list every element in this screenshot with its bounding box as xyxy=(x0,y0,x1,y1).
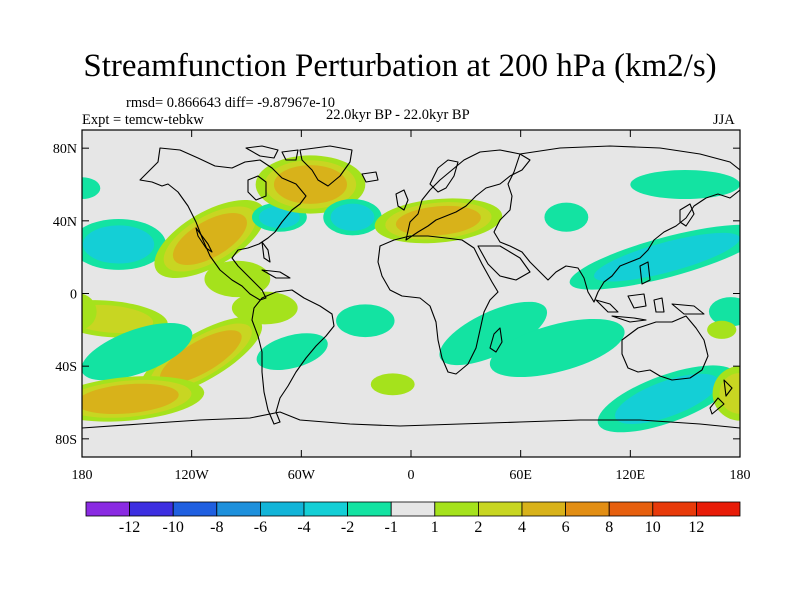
colorbar-label: 8 xyxy=(605,519,613,536)
anomaly-region xyxy=(544,202,589,232)
anomaly-region xyxy=(569,224,740,290)
lon-tick-label: 60W xyxy=(288,468,316,483)
contour-level--1 xyxy=(82,323,193,381)
lat-tick-label: 40N xyxy=(53,215,77,230)
anomaly-region xyxy=(204,260,271,298)
colorbar-swatch xyxy=(565,501,610,517)
anomaly-region xyxy=(82,293,97,330)
anomaly-region xyxy=(439,301,548,366)
colorbar-label: 2 xyxy=(474,519,482,536)
contour-level--2 xyxy=(615,373,719,424)
contour-level--2 xyxy=(593,232,740,282)
lat-tick-label: 0 xyxy=(70,288,77,303)
colorbar-swatch xyxy=(259,501,305,517)
contour-level-1 xyxy=(82,293,97,330)
colorbar-swatch xyxy=(172,501,218,517)
contour-level--1 xyxy=(544,202,589,232)
contour-level--1 xyxy=(256,333,328,371)
colorbar-label: -8 xyxy=(210,519,223,536)
anomaly-region xyxy=(139,316,263,398)
contour-level--1 xyxy=(630,169,740,200)
lat-tick-label: 40S xyxy=(55,360,77,375)
anomaly-region xyxy=(597,365,737,433)
contour-level-1 xyxy=(231,291,298,325)
contour-level-4 xyxy=(159,330,242,384)
anomaly-region xyxy=(336,304,395,338)
lat-tick-label: 80S xyxy=(55,433,77,448)
period-label: 22.0kyr BP - 22.0kyr BP xyxy=(326,107,470,123)
anomaly-region xyxy=(707,320,737,339)
colorbar-label: -6 xyxy=(254,519,267,536)
anomaly-region xyxy=(82,323,193,381)
lon-tick-label: 120E xyxy=(616,468,646,483)
colorbar-swatch xyxy=(696,501,741,517)
anomaly-region xyxy=(489,318,625,378)
colorbar-label: 10 xyxy=(645,519,661,536)
contour-level-1 xyxy=(707,320,737,339)
contour-level--1 xyxy=(82,177,101,200)
lon-tick-label: 60E xyxy=(509,468,532,483)
contour-level--2 xyxy=(330,203,375,231)
colorbar: -12 -10 -8 -6 -4 -2 -1 1 2 4 6 8 10 12 xyxy=(85,501,741,536)
colorbar-swatch xyxy=(85,501,130,517)
season-label: JJA xyxy=(713,112,735,128)
contour-level-4 xyxy=(273,165,348,204)
contour-level--1 xyxy=(336,304,395,338)
contour-level-4 xyxy=(172,212,247,266)
colorbar-swatch xyxy=(390,501,436,517)
anomaly-region xyxy=(231,291,298,325)
lon-tick-label: 120W xyxy=(175,468,210,483)
anomaly-region xyxy=(82,376,205,422)
colorbar-label: -1 xyxy=(385,519,398,536)
contour-level--1 xyxy=(489,318,625,378)
coastlines xyxy=(82,145,740,429)
colorbar-label: 6 xyxy=(562,519,570,536)
stats-line: rmsd= 0.866643 diff= -9.87967e-10 xyxy=(126,95,335,111)
colorbar-swatch xyxy=(303,501,348,517)
colorbar-swatch xyxy=(216,501,261,517)
colorbar-label: -4 xyxy=(297,519,310,536)
contour-level-4 xyxy=(395,205,481,236)
contour-level-1 xyxy=(370,373,415,396)
axis-ticks: 80N 40N 0 40S 80S 180 120W 60W 0 60E 120E 180 xyxy=(53,130,751,483)
colorbar-swatch xyxy=(347,501,392,517)
colorbar-label: 12 xyxy=(688,519,704,536)
contour-level-4 xyxy=(82,383,179,415)
colorbar-label: -12 xyxy=(119,519,140,536)
anomaly-region xyxy=(154,199,266,279)
anomaly-region xyxy=(630,169,740,200)
lon-tick-label: 180 xyxy=(730,468,751,483)
contour-level--1 xyxy=(439,301,548,366)
contour-level--2 xyxy=(258,206,300,229)
anomaly-region xyxy=(708,297,740,327)
experiment-label: Expt = temcw-tebkw xyxy=(82,112,204,128)
lon-tick-label: 0 xyxy=(408,468,415,483)
colorbar-label: 1 xyxy=(431,519,439,536)
contour-level-1 xyxy=(204,260,271,298)
anomaly-region xyxy=(256,333,328,371)
anomaly-region xyxy=(323,199,382,236)
colorbar-label: 4 xyxy=(518,519,526,536)
lat-tick-label: 80N xyxy=(53,142,77,157)
contour-level--1 xyxy=(708,297,740,327)
colorbar-swatch xyxy=(434,501,479,517)
colorbar-label: -10 xyxy=(163,519,184,536)
colorbar-label: -2 xyxy=(341,519,354,536)
anomaly-region xyxy=(370,373,415,396)
anomaly-contours xyxy=(82,155,740,433)
colorbar-swatch xyxy=(477,501,523,517)
anomaly-region xyxy=(255,155,366,214)
colorbar-swatch xyxy=(652,501,697,517)
contour-level--2 xyxy=(82,225,155,264)
plot-title: Streamfunction Perturbation at 200 hPa (… xyxy=(83,48,717,84)
lon-tick-label: 180 xyxy=(72,468,93,483)
anomaly-region xyxy=(82,219,167,270)
anomaly-region xyxy=(374,198,503,244)
colorbar-swatch xyxy=(129,501,174,517)
anomaly-region xyxy=(82,177,101,200)
colorbar-swatch xyxy=(608,501,654,517)
colorbar-swatch xyxy=(521,501,566,517)
